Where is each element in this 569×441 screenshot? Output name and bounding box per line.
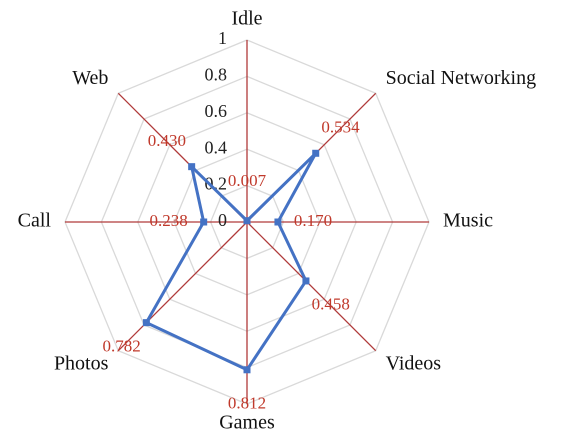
- data-point: [302, 277, 310, 285]
- tick-label: 0.6: [205, 101, 228, 121]
- data-point: [188, 163, 196, 171]
- category-label: Games: [219, 412, 275, 434]
- axis-line: [117, 221, 248, 352]
- data-point: [274, 218, 282, 226]
- axis-line: [246, 221, 377, 352]
- category-label: Call: [18, 210, 52, 232]
- tick-label: 0: [218, 210, 227, 230]
- data-label: 0.007: [228, 171, 267, 190]
- data-point: [312, 149, 320, 157]
- data-point: [142, 319, 150, 327]
- data-point: [243, 217, 251, 225]
- data-point: [243, 366, 251, 374]
- tick-label: 0.4: [205, 137, 228, 157]
- tick-label: 1: [218, 28, 227, 48]
- category-label: Music: [443, 210, 493, 232]
- data-label: 0.430: [148, 131, 186, 150]
- data-label: 0.782: [102, 336, 140, 355]
- data-label: 0.534: [321, 117, 360, 136]
- category-label: Videos: [386, 352, 442, 374]
- data-label: 0.812: [228, 394, 266, 413]
- data-label: 0.170: [294, 211, 332, 230]
- tick-label: 0.2: [205, 174, 228, 194]
- data-label: 0.458: [312, 295, 350, 314]
- data-label: 0.238: [150, 211, 188, 230]
- category-label: Web: [72, 67, 108, 89]
- category-label: Social Networking: [386, 67, 537, 89]
- category-label: Idle: [231, 8, 262, 30]
- tick-label: 0.8: [205, 65, 228, 85]
- data-point: [200, 218, 208, 226]
- category-label: Photos: [54, 352, 109, 374]
